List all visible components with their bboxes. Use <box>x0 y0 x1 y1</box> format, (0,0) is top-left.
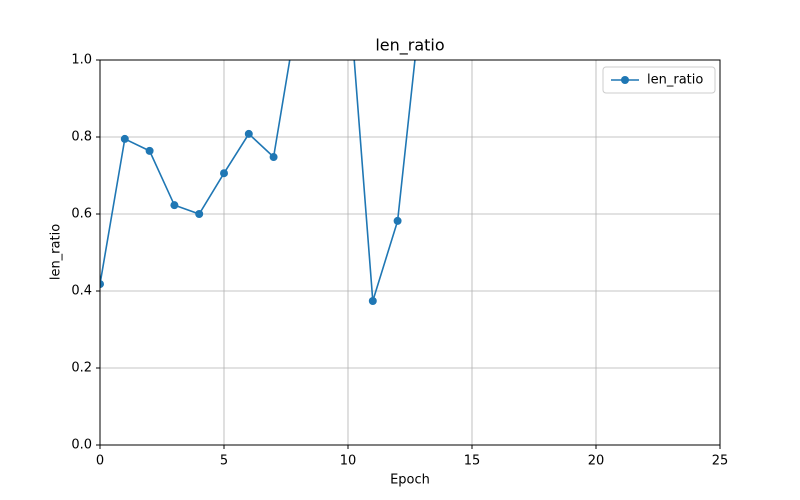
x-tick-label: 20 <box>588 454 605 469</box>
legend-marker <box>621 76 629 84</box>
y-axis-label: len_ratio <box>49 224 64 280</box>
chart-title: len_ratio <box>375 36 444 56</box>
x-tick-label: 25 <box>712 454 729 469</box>
data-point <box>100 280 104 289</box>
x-tick-label: 5 <box>220 454 228 469</box>
x-tick-label: 10 <box>340 454 357 469</box>
legend-box <box>602 66 716 94</box>
x-axis-label: Epoch <box>390 473 430 488</box>
data-point <box>393 216 402 225</box>
grid <box>99 59 721 446</box>
y-tick-label: 0.8 <box>71 130 92 145</box>
plot-area <box>100 60 416 306</box>
x-tick-label: 0 <box>96 454 104 469</box>
data-point <box>120 134 129 143</box>
data-point <box>220 169 228 178</box>
x-tick-label: 15 <box>464 454 481 469</box>
data-point <box>244 129 253 138</box>
y-tick-label: 0.2 <box>71 361 92 376</box>
axes-frame <box>99 59 721 446</box>
legend-label: len_ratio <box>647 73 703 88</box>
series-line <box>100 60 416 302</box>
data-point <box>368 297 377 306</box>
y-tick-label: 0.6 <box>71 207 92 222</box>
data-point <box>145 146 154 155</box>
data-point <box>269 153 278 162</box>
legend: len_ratio <box>602 66 716 94</box>
data-point <box>195 210 204 218</box>
data-point <box>170 201 179 210</box>
y-tick-label: 1.0 <box>71 53 92 68</box>
y-tick-label: 0.4 <box>71 284 92 299</box>
y-tick-label: 0.0 <box>71 438 92 453</box>
